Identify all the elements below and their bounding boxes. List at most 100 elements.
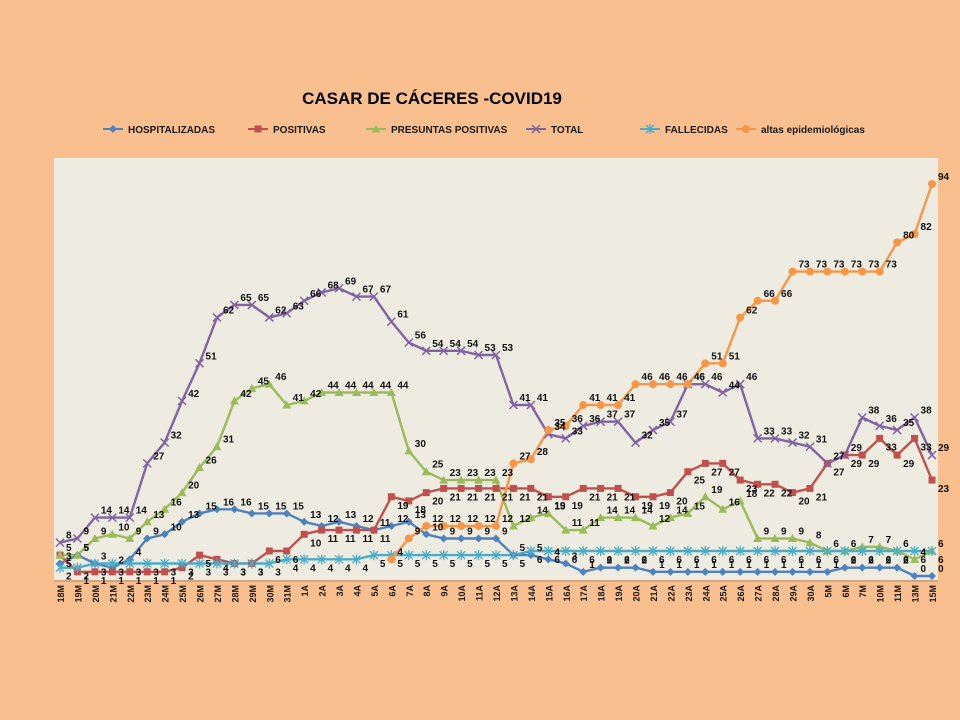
data-label: 73 [886, 260, 898, 271]
data-label: 9 [485, 526, 491, 537]
data-point [282, 308, 292, 318]
data-label: 66 [764, 289, 776, 300]
data-point [456, 346, 466, 356]
data-label: 13 [188, 510, 200, 521]
data-point [229, 558, 239, 569]
data-point [177, 396, 187, 406]
legend-marker [371, 124, 381, 133]
data-label: 54 [467, 339, 479, 350]
data-point [143, 534, 152, 543]
data-label: 6 [798, 555, 804, 566]
data-label: 13 [415, 510, 427, 521]
data-point [160, 504, 170, 513]
data-point [614, 484, 622, 492]
data-point [492, 534, 500, 543]
data-label: 8 [66, 531, 72, 542]
data-label: 42 [310, 389, 322, 400]
data-point [508, 400, 518, 410]
data-point [196, 551, 204, 559]
data-point [544, 493, 552, 501]
data-label: 5 [502, 559, 508, 570]
data-label: 35 [903, 418, 915, 429]
data-point [475, 484, 483, 492]
data-point [387, 521, 396, 530]
data-label: 44 [362, 381, 374, 392]
data-point [910, 230, 919, 239]
data-point [614, 401, 623, 410]
data-point [491, 550, 501, 561]
data-label: 42 [188, 389, 200, 400]
data-label: 2 [851, 556, 857, 567]
x-tick-label: 28M [230, 585, 240, 603]
data-label: 44 [397, 381, 409, 392]
x-tick-label: 18A [597, 585, 607, 602]
data-label: 46 [694, 372, 706, 383]
data-label: 12 [328, 514, 340, 525]
data-point [282, 509, 291, 518]
data-label: 9 [798, 526, 804, 537]
data-point [334, 283, 344, 293]
x-tick-label: 16A [562, 585, 572, 602]
data-label: 14 [136, 506, 148, 517]
data-label: 15 [258, 501, 270, 512]
data-label: 20 [676, 497, 688, 508]
data-point [195, 558, 204, 569]
data-label: 29 [851, 443, 863, 454]
data-point [719, 459, 727, 467]
data-point [735, 545, 745, 556]
data-label: 15 [694, 501, 706, 512]
data-point [805, 545, 815, 556]
data-label: 9 [415, 526, 421, 537]
data-point [700, 545, 710, 556]
data-label: 56 [415, 330, 427, 341]
data-label: 3 [188, 567, 194, 578]
data-label: 27 [729, 467, 741, 478]
data-point [160, 558, 170, 569]
data-label: 2 [66, 572, 72, 583]
data-label: 16 [171, 497, 183, 508]
data-point [526, 513, 536, 522]
data-label: 6 [746, 555, 752, 566]
x-tick-label: 30A [806, 585, 816, 602]
data-label: 1 [118, 576, 124, 587]
data-point [212, 442, 222, 451]
data-point [107, 529, 117, 538]
data-label: 46 [694, 372, 706, 383]
data-point [876, 434, 884, 442]
legend-marker [531, 124, 541, 134]
data-label: 6 [607, 555, 613, 566]
x-tick-label: 15A [544, 585, 554, 602]
data-label: 29 [938, 443, 950, 454]
data-point [212, 558, 222, 569]
data-point [492, 484, 500, 492]
data-label: 3 [258, 567, 264, 578]
data-label: 18 [746, 489, 758, 500]
data-point [439, 521, 448, 530]
data-point [754, 480, 762, 488]
data-point [474, 350, 484, 360]
x-tick-label: 19M [73, 585, 83, 603]
data-label: 4 [328, 563, 334, 574]
data-point [543, 545, 553, 556]
data-point [648, 380, 657, 389]
data-label: 2 [83, 572, 89, 583]
data-label: 4 [136, 547, 142, 558]
data-label: 18 [415, 505, 427, 516]
data-point [247, 558, 257, 569]
data-point [404, 337, 414, 347]
x-tick-label: 9A [440, 585, 450, 597]
data-label: 6 [694, 555, 700, 566]
data-label: 9 [450, 526, 456, 537]
data-label: 6 [938, 555, 944, 566]
data-label: 67 [380, 285, 392, 296]
legend-marker [742, 125, 750, 133]
data-label: 37 [624, 410, 636, 421]
data-point [352, 526, 360, 534]
data-label: 29 [868, 459, 880, 470]
x-tick-label: 3A [335, 585, 345, 597]
data-point [666, 567, 675, 576]
data-label: 4 [345, 563, 351, 574]
data-point [370, 526, 378, 534]
data-label: 32 [642, 431, 654, 442]
